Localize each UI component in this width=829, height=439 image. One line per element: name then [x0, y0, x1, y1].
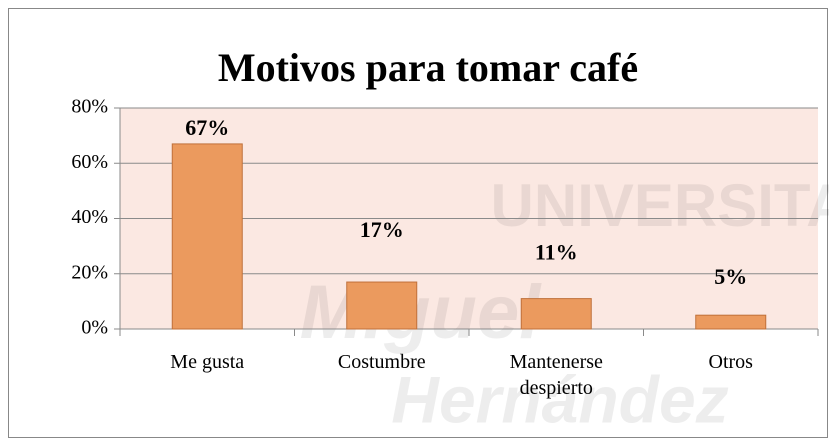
y-tick-label: 60% — [71, 151, 108, 173]
bar — [171, 143, 243, 330]
x-tick-label: Otros — [708, 351, 753, 373]
data-label: 67% — [185, 115, 229, 140]
y-tick-label: 0% — [81, 317, 108, 339]
y-tick-label: 40% — [71, 206, 108, 228]
watermark: Hernández — [391, 362, 728, 436]
bar — [346, 281, 418, 330]
watermark: Miguel — [300, 270, 543, 355]
x-tick-label: Mantenerse despierto — [509, 351, 603, 399]
chart-title: Motivos para tomar café — [218, 45, 638, 90]
data-label: 11% — [535, 240, 578, 265]
data-label: 17% — [360, 217, 404, 242]
y-tick-label: 80% — [71, 96, 108, 118]
bar — [695, 314, 767, 330]
x-tick-label: Me gusta — [170, 351, 245, 373]
y-tick-label: 20% — [71, 261, 108, 283]
bar — [520, 298, 592, 330]
data-label: 5% — [714, 264, 747, 289]
x-tick-label: Costumbre — [337, 351, 426, 373]
watermark: UNIVERSITAS — [491, 172, 829, 239]
